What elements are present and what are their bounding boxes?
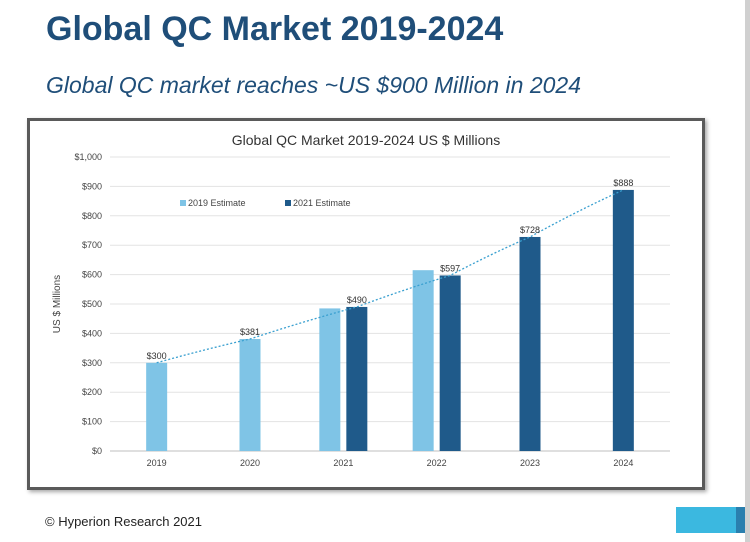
bar-2021-estimate-2021 [346,306,368,451]
data-label: $300 [147,351,167,361]
legend-swatch [180,200,186,206]
data-label: $597 [440,263,460,273]
y-tick-label: $1,000 [74,152,102,162]
y-tick-label: $100 [82,417,102,427]
data-label: $490 [347,295,367,305]
copyright-footer: © Hyperion Research 2021 [45,514,202,529]
footer-accent-block [676,507,736,533]
x-tick-label: 2020 [240,458,260,468]
x-tick-label: 2022 [427,458,447,468]
slide-edge [745,0,750,542]
slide-title: Global QC Market 2019-2024 [46,10,504,48]
bar-chart: Global QC Market 2019-2024 US $ Millions… [52,132,670,468]
y-tick-label: $0 [92,446,102,456]
y-tick-label: $400 [82,328,102,338]
x-tick-label: 2024 [613,458,633,468]
y-tick-label: $900 [82,181,102,191]
chart-title: Global QC Market 2019-2024 US $ Millions [232,132,500,148]
bar-2021-estimate-2022 [439,275,461,451]
data-label: $888 [613,178,633,188]
chart-frame: Global QC Market 2019-2024 US $ Millions… [27,118,705,490]
bar-2021-estimate-2024 [612,189,634,451]
bar-2021-estimate-2023 [519,236,541,451]
y-tick-label: $300 [82,358,102,368]
data-label: $728 [520,225,540,235]
x-tick-label: 2019 [147,458,167,468]
legend-swatch [285,200,291,206]
y-axis-label: US $ Millions [52,275,63,333]
bar-2019-estimate-2019 [146,362,168,451]
y-tick-label: $700 [82,240,102,250]
y-tick-label: $200 [82,387,102,397]
bar-2019-estimate-2021 [319,308,341,451]
x-tick-label: 2023 [520,458,540,468]
bar-2019-estimate-2020 [239,338,261,451]
slide-subtitle: Global QC market reaches ~US $900 Millio… [46,72,582,98]
y-tick-label: $600 [82,270,102,280]
y-tick-label: $500 [82,299,102,309]
trend-line [156,189,624,364]
y-tick-label: $800 [82,211,102,221]
legend-label: 2021 Estimate [293,198,351,208]
bar-2019-estimate-2022 [412,270,434,451]
legend-label: 2019 Estimate [188,198,246,208]
x-tick-label: 2021 [333,458,353,468]
data-label: $381 [240,327,260,337]
